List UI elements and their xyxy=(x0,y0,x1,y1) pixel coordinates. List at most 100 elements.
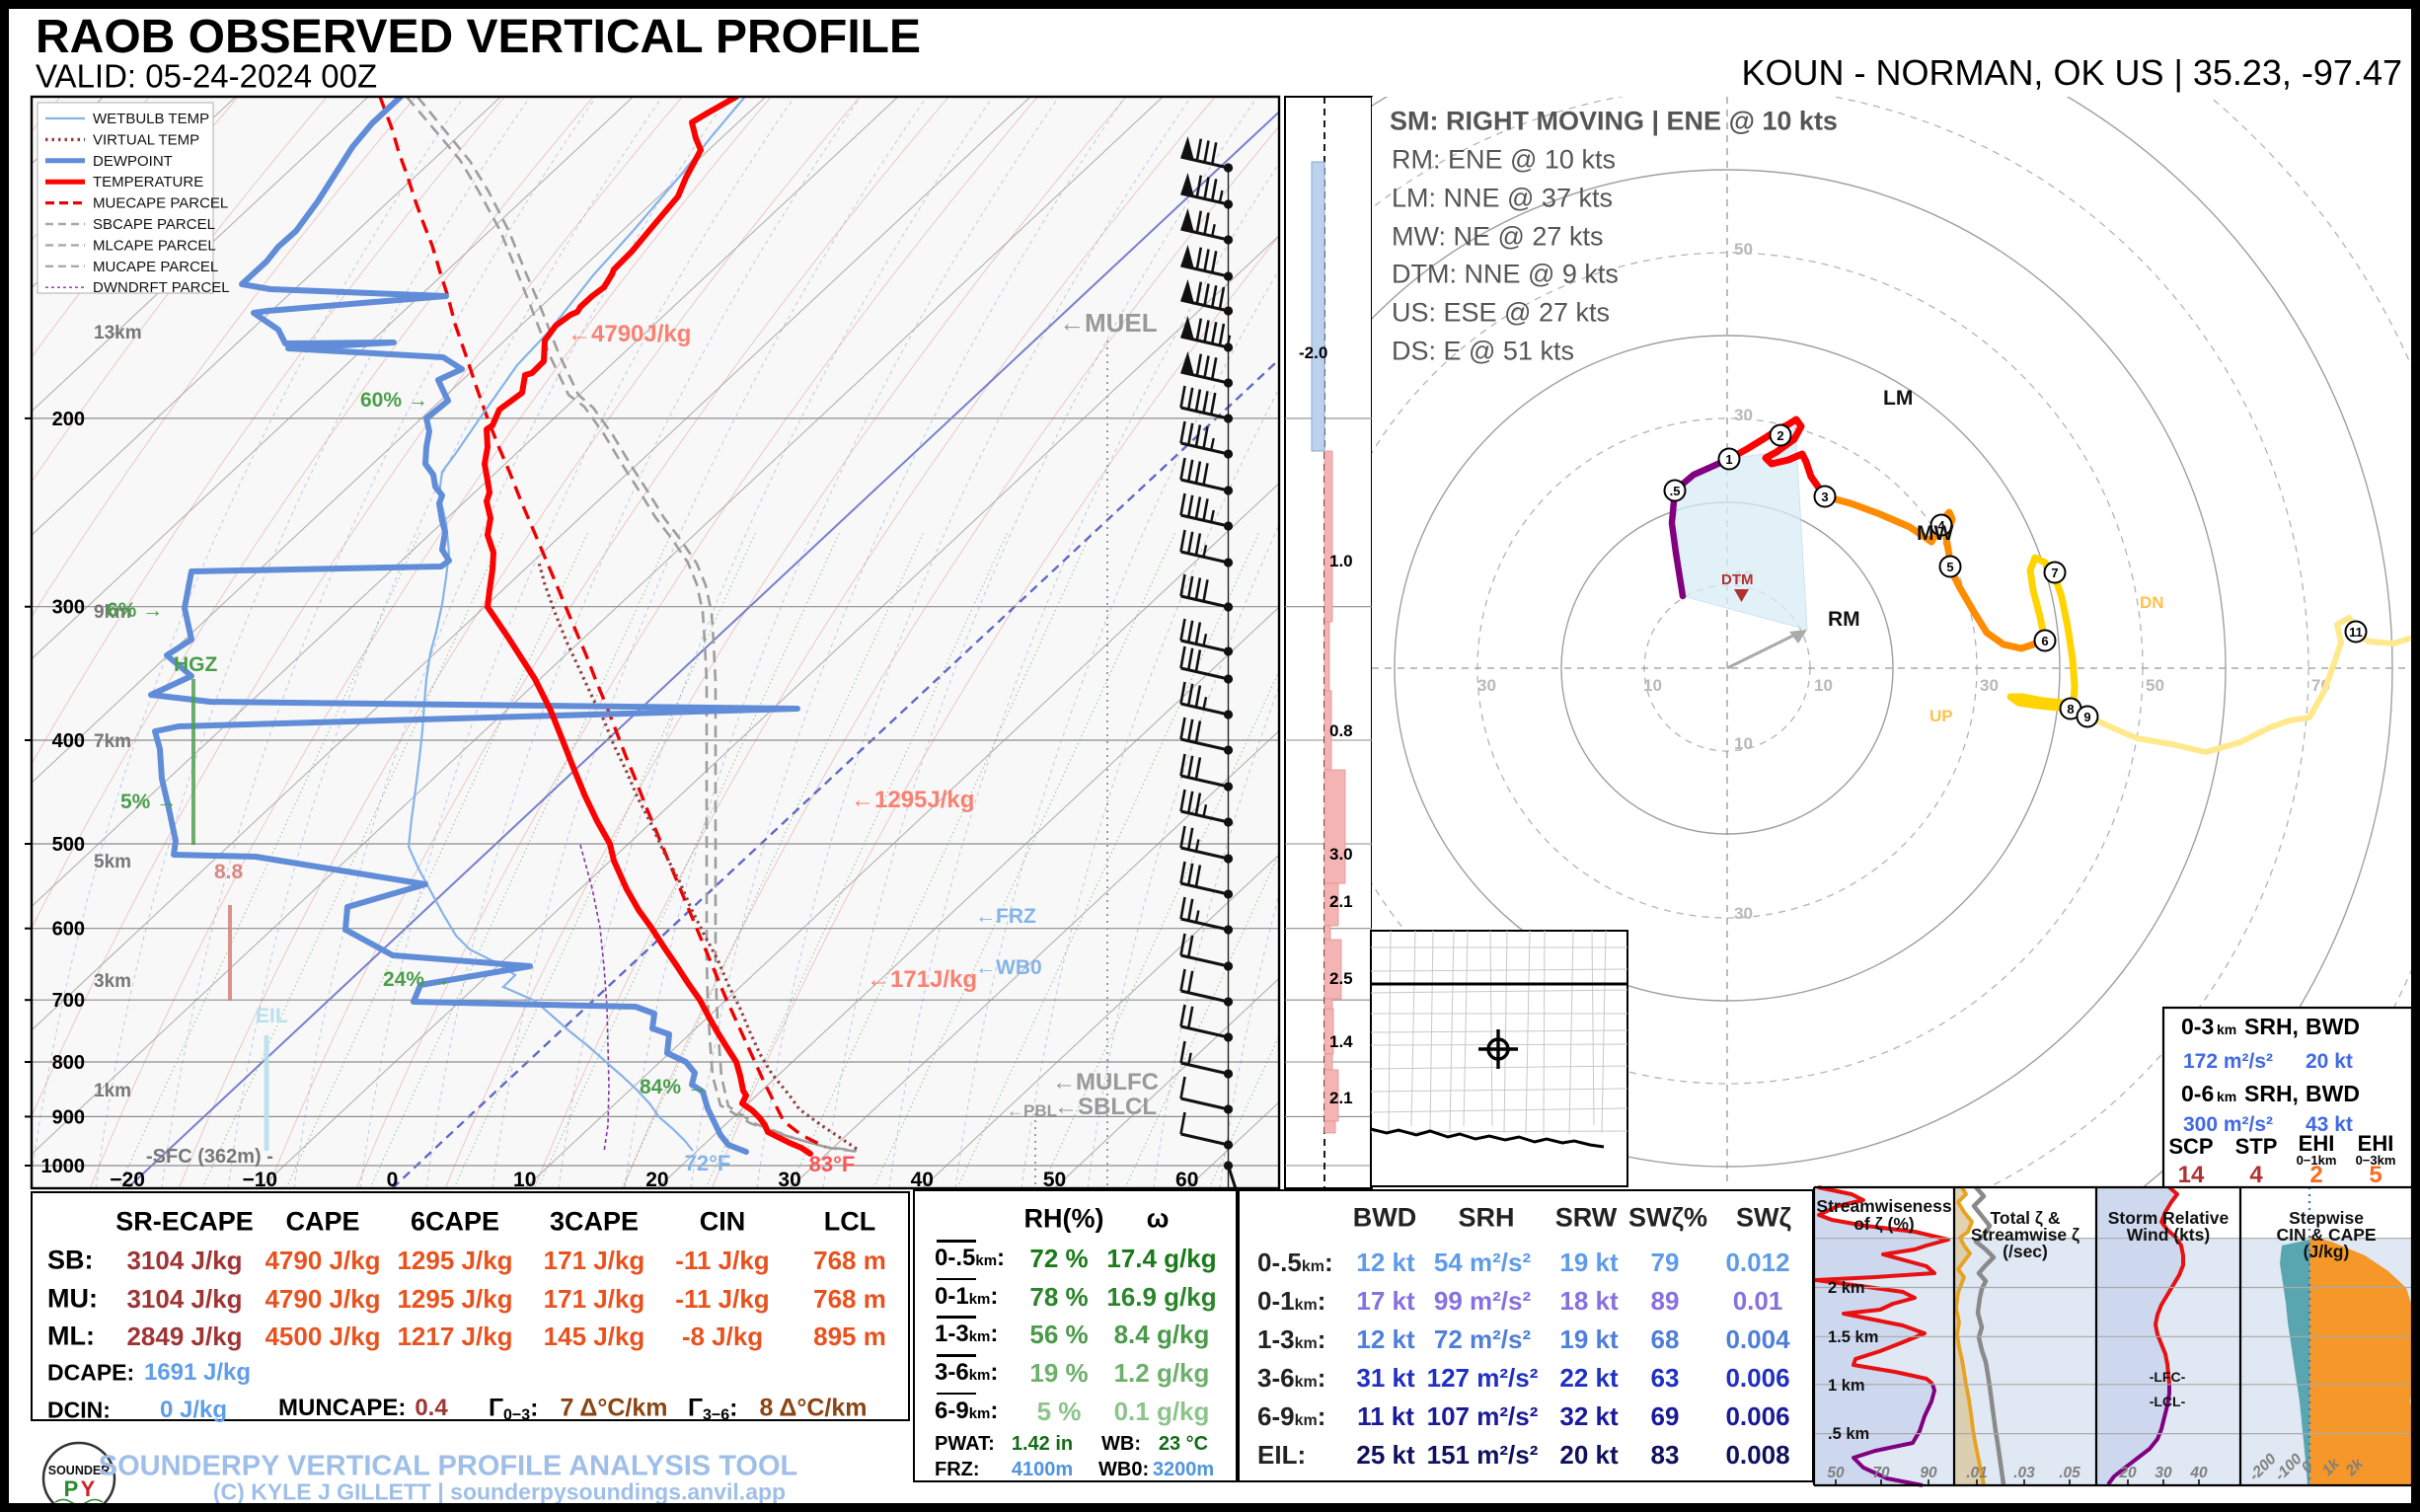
svg-text:50: 50 xyxy=(1043,1169,1066,1191)
svg-text:6: 6 xyxy=(2041,634,2048,648)
svg-text:of ζ (%): of ζ (%) xyxy=(1853,1214,1915,1235)
svg-text:0-6: 0-6 xyxy=(2181,1081,2214,1106)
svg-text:1.5 km: 1.5 km xyxy=(1828,1328,1878,1346)
svg-text:1.4: 1.4 xyxy=(1329,1032,1353,1051)
svg-text:500: 500 xyxy=(52,834,85,856)
svg-text:←MULFC: ←MULFC xyxy=(1052,1069,1159,1096)
svg-text:RM: RM xyxy=(1828,608,1860,631)
svg-text:8.8: 8.8 xyxy=(214,861,244,883)
svg-text:30: 30 xyxy=(1734,406,1753,424)
svg-text:Wind (kts): Wind (kts) xyxy=(2127,1225,2210,1245)
svg-text:14: 14 xyxy=(2178,1162,2205,1188)
svg-text:9km: 9km xyxy=(94,602,131,623)
svg-text:43 kt: 43 kt xyxy=(2306,1113,2353,1136)
svg-text:DWNDRFT PARCEL: DWNDRFT PARCEL xyxy=(93,279,230,296)
svg-text:24% →: 24% → xyxy=(383,968,451,991)
svg-text:DTM: DTM xyxy=(1721,571,1754,588)
svg-text:0-3: 0-3 xyxy=(2181,1014,2214,1039)
svg-text:5km: 5km xyxy=(94,852,131,872)
svg-text:2 km: 2 km xyxy=(1828,1279,1865,1297)
svg-text:Streamwiseness: Streamwiseness xyxy=(1816,1196,1951,1216)
svg-text:-LFC-: -LFC- xyxy=(2150,1369,2186,1385)
svg-text:30: 30 xyxy=(1980,676,1999,695)
svg-text:10: 10 xyxy=(1643,676,1662,695)
svg-text:HGZ: HGZ xyxy=(174,653,218,676)
svg-text:8: 8 xyxy=(2067,702,2074,717)
svg-text:172 m²/s²: 172 m²/s² xyxy=(2183,1050,2273,1073)
svg-text:TEMPERATURE: TEMPERATURE xyxy=(93,174,203,190)
svg-text:BWD: BWD xyxy=(2306,1081,2360,1106)
svg-text:60: 60 xyxy=(1175,1169,1198,1191)
svg-text:−10: −10 xyxy=(242,1169,277,1191)
svg-text:MLCAPE PARCEL: MLCAPE PARCEL xyxy=(93,237,216,254)
svg-text:EHI: EHI xyxy=(2358,1131,2394,1156)
svg-text:300 m²/s²: 300 m²/s² xyxy=(2183,1113,2273,1136)
svg-text:←4790J/kg: ←4790J/kg xyxy=(567,321,691,347)
svg-text:3km: 3km xyxy=(94,971,131,992)
svg-text:SCP: SCP xyxy=(2168,1134,2213,1159)
svg-text:SOUNDER: SOUNDER xyxy=(48,1464,111,1477)
svg-text:4: 4 xyxy=(1937,518,1945,533)
svg-text:UP: UP xyxy=(1929,707,1953,725)
svg-text:90: 90 xyxy=(1920,1465,1937,1481)
svg-text:-LCL-: -LCL- xyxy=(2150,1394,2186,1409)
svg-text:(/sec): (/sec) xyxy=(2003,1242,2048,1261)
svg-text:MUECAPE PARCEL: MUECAPE PARCEL xyxy=(93,195,228,212)
svg-text:EIL: EIL xyxy=(256,1005,288,1027)
svg-text:.5 km: .5 km xyxy=(1828,1425,1869,1443)
svg-text:km: km xyxy=(2217,1021,2236,1037)
svg-text:1 km: 1 km xyxy=(1828,1377,1865,1395)
svg-text:10: 10 xyxy=(513,1169,536,1191)
svg-text:WETBULB TEMP: WETBULB TEMP xyxy=(93,111,209,127)
svg-text:70: 70 xyxy=(1872,1465,1890,1481)
svg-text:.01: .01 xyxy=(1966,1465,1988,1481)
svg-text:SRH,: SRH, xyxy=(2244,1014,2299,1039)
svg-text:DEWPOINT: DEWPOINT xyxy=(93,153,173,170)
svg-text:13km: 13km xyxy=(94,323,142,343)
svg-text:1km: 1km xyxy=(94,1081,131,1101)
svg-text:400: 400 xyxy=(52,730,85,752)
svg-text:84% →: 84% → xyxy=(640,1076,708,1098)
svg-text:LM: LM xyxy=(1883,387,1913,410)
svg-text:.03: .03 xyxy=(2013,1465,2035,1481)
svg-text:←171J/kg: ←171J/kg xyxy=(867,966,977,993)
svg-text:800: 800 xyxy=(52,1052,85,1074)
svg-text:60% →: 60% → xyxy=(360,389,428,412)
svg-text:VIRTUAL TEMP: VIRTUAL TEMP xyxy=(93,131,199,148)
svg-text:200: 200 xyxy=(52,409,85,430)
svg-text:50: 50 xyxy=(1734,240,1753,259)
svg-text:7: 7 xyxy=(2051,566,2058,580)
svg-text:7km: 7km xyxy=(94,731,131,752)
svg-text:SRH,: SRH, xyxy=(2244,1081,2299,1106)
svg-text:4: 4 xyxy=(2249,1162,2263,1188)
svg-text:STP: STP xyxy=(2235,1134,2278,1159)
svg-text:−20: −20 xyxy=(110,1169,145,1191)
svg-text:km: km xyxy=(2217,1089,2236,1104)
svg-text:10: 10 xyxy=(1814,676,1833,695)
svg-text:50: 50 xyxy=(2146,676,2164,695)
svg-text:MUCAPE PARCEL: MUCAPE PARCEL xyxy=(93,259,218,275)
svg-text:700: 700 xyxy=(52,990,85,1012)
svg-text:3: 3 xyxy=(1821,490,1828,504)
svg-text:2: 2 xyxy=(2309,1162,2322,1188)
svg-text:←FRZ: ←FRZ xyxy=(975,905,1036,928)
svg-text:83°F: 83°F xyxy=(809,1152,856,1176)
svg-text:MW: MW xyxy=(1917,522,1953,545)
svg-text:.05: .05 xyxy=(2059,1465,2080,1481)
svg-text:5% →: 5% → xyxy=(120,791,177,813)
svg-text:0: 0 xyxy=(387,1169,399,1191)
svg-text:-2.0: -2.0 xyxy=(1299,343,1327,362)
svg-text:BWD: BWD xyxy=(2306,1014,2360,1039)
svg-text:←1295J/kg: ←1295J/kg xyxy=(851,787,974,813)
svg-text:CIN & CAPE: CIN & CAPE xyxy=(2276,1225,2376,1245)
svg-text:DN: DN xyxy=(2140,593,2164,612)
svg-text:Total ζ &: Total ζ & xyxy=(1991,1208,2061,1229)
svg-text:←SBLCL: ←SBLCL xyxy=(1054,1094,1157,1120)
svg-text:1000: 1000 xyxy=(41,1156,86,1177)
svg-text:Storm Relative: Storm Relative xyxy=(2108,1208,2230,1228)
svg-text:9: 9 xyxy=(2083,710,2090,724)
svg-text:0−3km: 0−3km xyxy=(2356,1153,2396,1168)
svg-text:30: 30 xyxy=(2155,1465,2172,1481)
svg-text:EHI: EHI xyxy=(2299,1131,2335,1156)
svg-text:←WB0: ←WB0 xyxy=(975,956,1042,979)
